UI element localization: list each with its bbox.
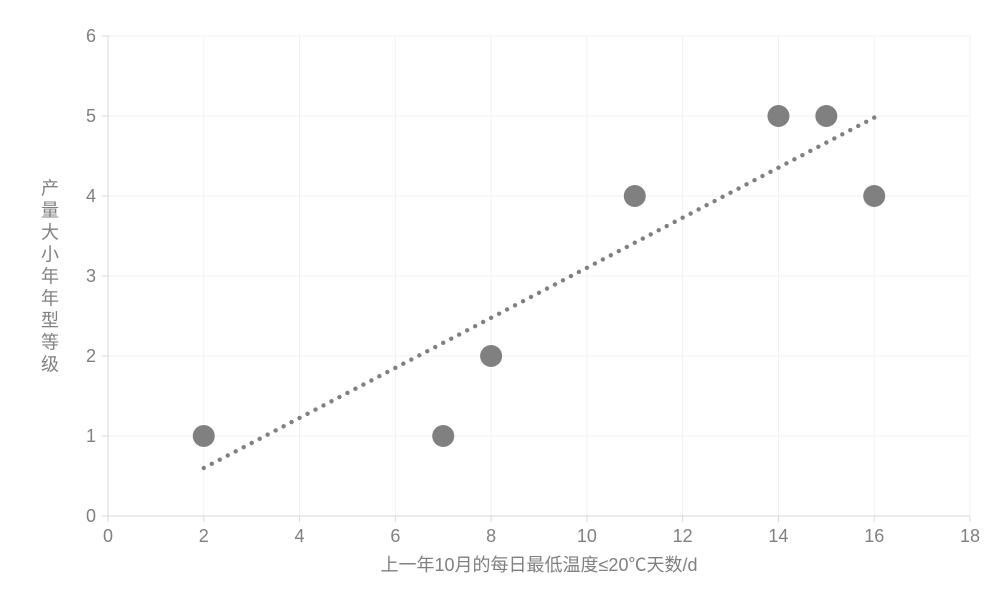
y-tick-label: 2 xyxy=(86,346,96,366)
x-tick-label: 18 xyxy=(960,526,980,546)
svg-text:产: 产 xyxy=(41,179,59,199)
svg-text:小: 小 xyxy=(41,245,59,265)
y-tick-label: 3 xyxy=(86,266,96,286)
scatter-chart: 0246810121416180123456上一年10月的每日最低温度≤20℃天… xyxy=(0,0,1000,608)
scatter-point xyxy=(863,185,885,207)
svg-text:大: 大 xyxy=(41,223,59,243)
x-axis-label: 上一年10月的每日最低温度≤20℃天数/d xyxy=(381,555,698,575)
scatter-point xyxy=(767,105,789,127)
y-tick-label: 6 xyxy=(86,26,96,46)
x-tick-label: 10 xyxy=(577,526,597,546)
x-tick-label: 0 xyxy=(103,526,113,546)
y-tick-label: 0 xyxy=(86,506,96,526)
svg-text:型: 型 xyxy=(41,311,59,331)
x-tick-label: 8 xyxy=(486,526,496,546)
x-tick-label: 6 xyxy=(390,526,400,546)
x-tick-label: 14 xyxy=(768,526,788,546)
x-tick-label: 4 xyxy=(295,526,305,546)
svg-text:年: 年 xyxy=(41,289,59,309)
svg-text:等: 等 xyxy=(41,333,59,353)
y-tick-label: 1 xyxy=(86,426,96,446)
scatter-point xyxy=(624,185,646,207)
x-tick-label: 2 xyxy=(199,526,209,546)
x-tick-label: 16 xyxy=(864,526,884,546)
y-tick-label: 4 xyxy=(86,186,96,206)
svg-text:年: 年 xyxy=(41,267,59,287)
svg-text:量: 量 xyxy=(41,201,59,221)
scatter-point xyxy=(193,425,215,447)
y-tick-label: 5 xyxy=(86,106,96,126)
y-axis-label: 产量大小年年型等级 xyxy=(41,179,59,375)
scatter-point xyxy=(815,105,837,127)
chart-svg: 0246810121416180123456上一年10月的每日最低温度≤20℃天… xyxy=(0,0,1000,608)
scatter-point xyxy=(480,345,502,367)
scatter-point xyxy=(432,425,454,447)
svg-text:级: 级 xyxy=(41,355,59,375)
x-tick-label: 12 xyxy=(673,526,693,546)
